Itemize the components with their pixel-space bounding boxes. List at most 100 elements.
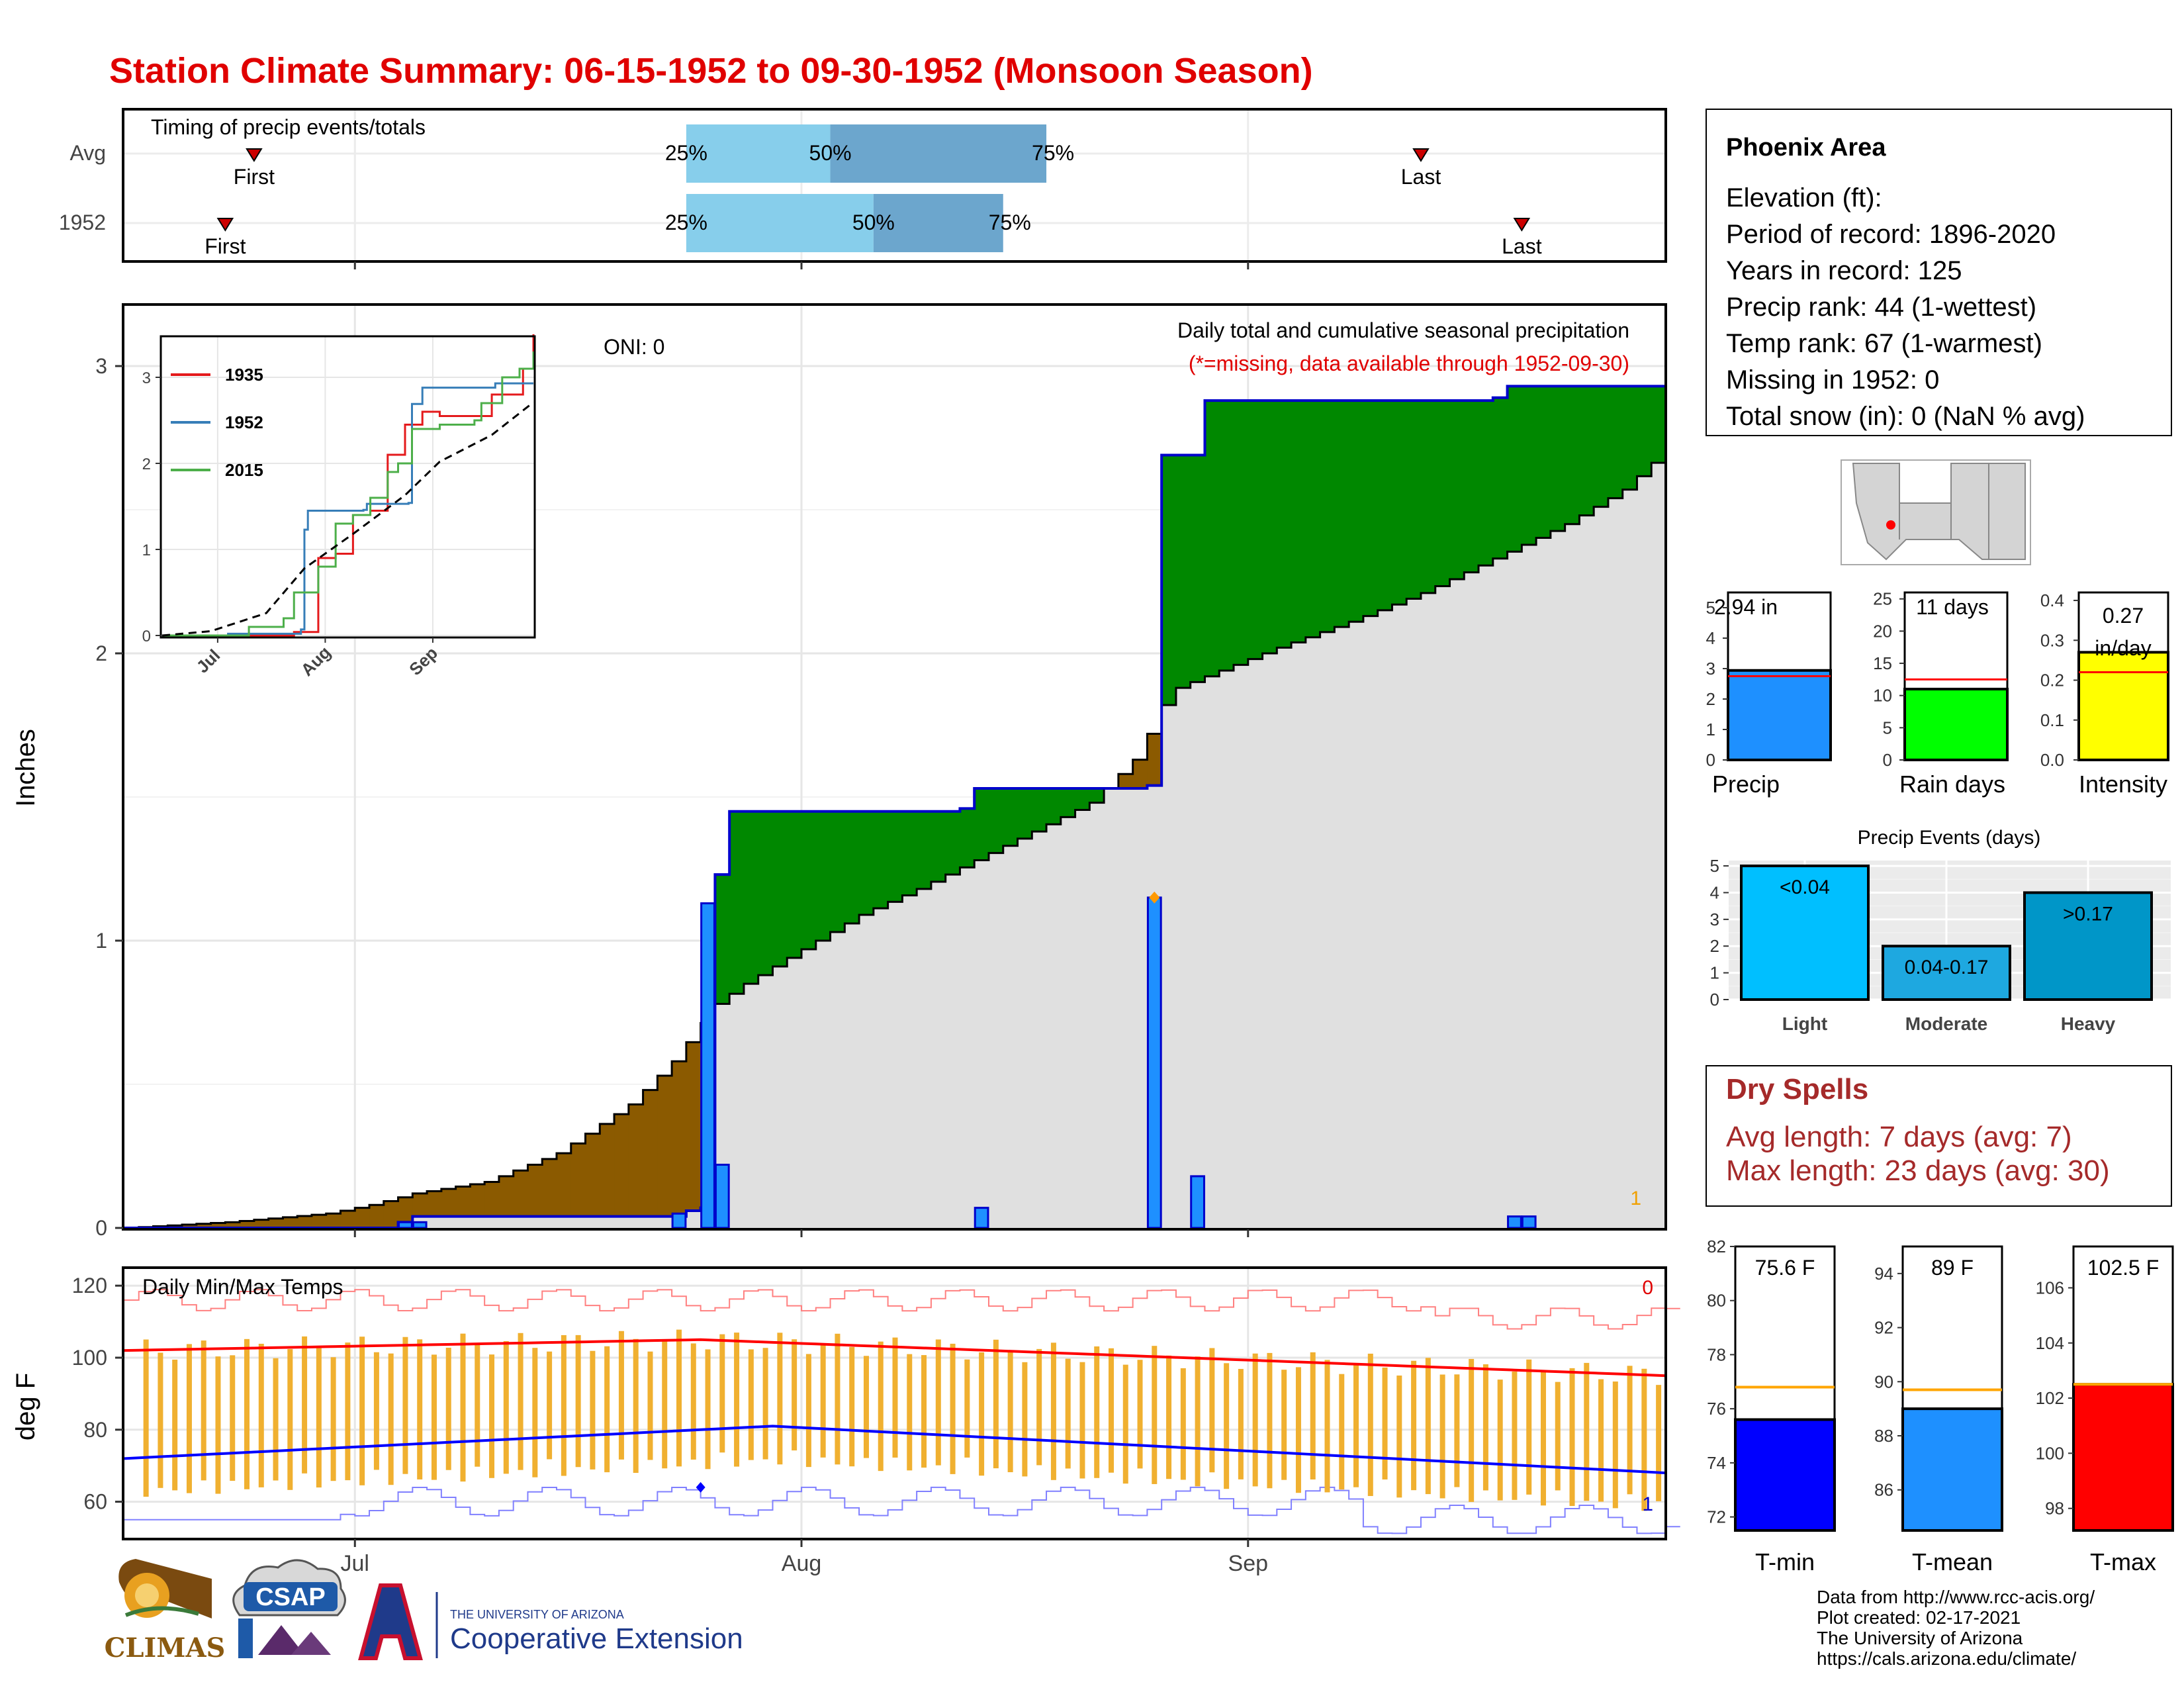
normal-cumulative-line	[124, 449, 1667, 1229]
surplus-area	[815, 811, 831, 941]
surplus-area	[887, 811, 903, 902]
timing-p50-label: 50%	[852, 211, 895, 234]
daily-temp-range-bar	[835, 1333, 841, 1465]
daily-precip-bar	[714, 1164, 730, 1229]
info-line: Period of record: 1896-2020	[1726, 220, 2056, 249]
daily-temp-range-bar	[633, 1338, 639, 1474]
daily-temp-range-bar	[287, 1349, 293, 1490]
timing-row-label-avg: Avg	[69, 141, 106, 165]
mini-bar-value	[1903, 687, 2009, 762]
temp-y-tick-label: 120	[72, 1274, 107, 1297]
mini-bar-tick-label: 0.0	[2040, 750, 2064, 770]
deficit-area	[484, 1182, 500, 1217]
surplus-area	[1349, 400, 1364, 622]
timing-p50-label: 50%	[809, 141, 852, 165]
first-event-marker	[246, 148, 263, 162]
tmean-bar-value: 89 F	[1931, 1256, 1974, 1280]
surplus-area	[1449, 400, 1465, 580]
temp-bar-value	[2072, 1383, 2174, 1532]
daily-temp-range-bar	[1512, 1371, 1518, 1500]
mini-bar-value	[2077, 651, 2169, 761]
daily-temp-range-bar	[979, 1352, 985, 1476]
daily-temp-range-bar	[690, 1343, 696, 1460]
deficit-area	[600, 1123, 615, 1217]
surplus-area	[1161, 455, 1177, 706]
deficit-area	[311, 1215, 327, 1228]
temp-y-tick-label: 80	[83, 1418, 107, 1442]
surplus-area	[1017, 788, 1032, 839]
surplus-area	[772, 811, 788, 967]
timing-panel-border	[122, 108, 1667, 263]
last-event-label: Last	[1401, 165, 1441, 189]
daily-temp-range-bar	[1439, 1374, 1445, 1499]
daily-temp-range-bar	[1007, 1351, 1013, 1472]
temp-panel-border	[122, 1266, 1667, 1540]
intensity-bar-label: Intensity	[2079, 771, 2167, 798]
event-bar-heavy	[2023, 891, 2153, 1002]
mini-bar-tick-label: 15	[1873, 653, 1892, 673]
daily-temp-range-bar	[1569, 1368, 1575, 1507]
daily-temp-range-bar	[604, 1346, 610, 1473]
surplus-area	[844, 811, 860, 923]
first-event-label: First	[205, 234, 246, 258]
daily-temp-range-bar	[1612, 1381, 1618, 1509]
daily-precip-bar	[1521, 1215, 1537, 1229]
timing-panel: 25% 50% 75% First Last 25% 50% 75% First Last Tim…	[59, 108, 1667, 263]
surplus-area	[1622, 386, 1638, 490]
deficit-area	[240, 1221, 255, 1228]
deficit-area	[672, 1061, 687, 1217]
temp-bar-tick-label: 74	[1707, 1453, 1726, 1473]
surplus-area	[1032, 788, 1047, 832]
seasonal-temp-bars: 72 74 76 78 80 82 86 88 90 92 94 98 100 102 104 106	[1707, 1237, 2174, 1532]
deficit-area	[412, 1193, 428, 1217]
daily-temp-range-bar	[1469, 1358, 1475, 1502]
daily-temp-range-bar	[1396, 1375, 1402, 1498]
dry-spells-title: Dry Spells	[1726, 1073, 1868, 1105]
footer-line: Data from http://www.rcc-acis.org/	[1817, 1587, 2095, 1607]
rain-days-bar-label: Rain days	[1899, 771, 2005, 798]
precip-y-ticks: 0 1 2 3	[95, 354, 123, 1240]
normal-cumulative-area	[124, 463, 1666, 1229]
daily-precip-bar	[1507, 1215, 1522, 1229]
surplus-area	[1363, 400, 1379, 616]
mini-bar-tick-label: 0.3	[2040, 630, 2064, 650]
surplus-area	[743, 811, 759, 984]
normal-tmax-line	[124, 1338, 1666, 1378]
deficit-area	[225, 1222, 240, 1228]
daily-temp-range-bar	[143, 1339, 149, 1497]
temp-y-tick-label: 60	[83, 1490, 107, 1514]
surplus-area	[1205, 400, 1220, 677]
daily-temp-range-bar	[1540, 1372, 1546, 1506]
record-min-line	[124, 1486, 1680, 1534]
daily-temp-range-bar	[302, 1336, 308, 1474]
surplus-area	[859, 811, 874, 915]
surplus-area	[1608, 386, 1623, 498]
mini-bar-tick-label: 2	[1706, 689, 1715, 709]
event-bar-range-label: <0.04	[1780, 876, 1830, 898]
timing-panel-label: Timing of precip events/totals	[151, 115, 426, 139]
daily-temp-range-bar	[662, 1339, 668, 1469]
inset-series-1952	[162, 382, 533, 637]
deficit-area	[196, 1223, 212, 1228]
daily-temp-range-bar	[1036, 1348, 1042, 1466]
info-box-border	[1706, 109, 2172, 436]
daily-temp-range-bar	[1079, 1362, 1085, 1479]
timing-p75-label: 75%	[1032, 141, 1074, 165]
daily-temp-range-bar	[993, 1339, 999, 1469]
ua-logo-big-text: Cooperative Extension	[450, 1622, 743, 1655]
daily-precip-bar	[671, 1212, 687, 1229]
deficit-area	[686, 1042, 702, 1211]
daily-temp-range-bar	[1555, 1382, 1561, 1491]
deficit-area	[527, 1164, 543, 1217]
deficit-area	[455, 1186, 471, 1217]
csap-logo-text: CSAP	[255, 1583, 326, 1611]
info-line: Years in record: 125	[1726, 256, 1962, 285]
surplus-area	[1262, 400, 1277, 653]
event-bar-light	[1740, 865, 1870, 1001]
daily-temp-range-bar	[1526, 1359, 1532, 1495]
events-y-tick-label: 3	[1710, 910, 1719, 929]
surplus-area	[801, 811, 817, 950]
mini-bar-tick-label: 5	[1706, 598, 1715, 618]
